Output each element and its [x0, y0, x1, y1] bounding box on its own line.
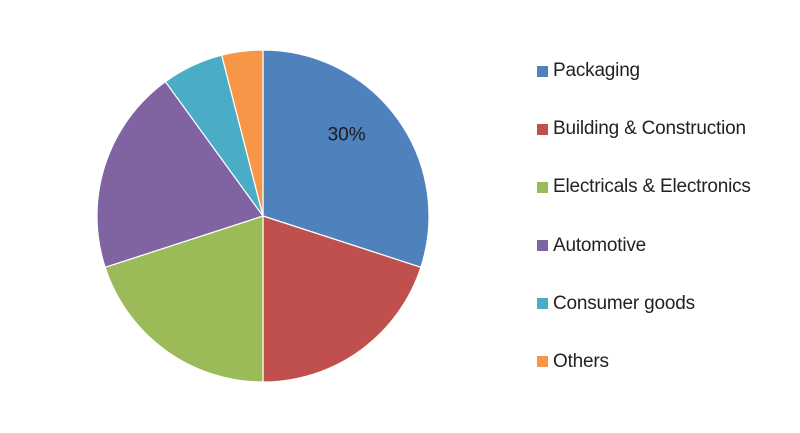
- data-label-0: 30%: [328, 124, 366, 145]
- legend-label-0: Packaging: [553, 60, 640, 81]
- legend-item-1: Building & Construction: [537, 116, 751, 142]
- chart-legend: Packaging Building & Construction Electr…: [537, 58, 751, 407]
- legend-item-3: Automotive: [537, 233, 751, 259]
- legend-label-3: Automotive: [553, 234, 647, 256]
- pie-slice-0: [262, 49, 430, 268]
- legend-swatch-0: [537, 65, 548, 77]
- legend-label-1: Building & Construction: [553, 118, 746, 140]
- legend-label-5: Others: [553, 350, 609, 372]
- legend-swatch-3: [537, 240, 548, 252]
- legend-swatch-2: [537, 181, 548, 193]
- legend-item-4: Consumer goods: [537, 291, 751, 317]
- legend-swatch-4: [537, 298, 548, 310]
- legend-swatch-5: [537, 356, 548, 368]
- pie-slice-2: [104, 215, 264, 383]
- pie-slice-3: [96, 81, 264, 268]
- legend-label-4: Consumer goods: [553, 292, 695, 314]
- pie-slice-5: [221, 49, 264, 217]
- legend-item-2: Electricals & Electronics: [537, 174, 751, 200]
- pie-slice-1: [262, 215, 422, 383]
- legend-item-5: Others: [537, 349, 751, 375]
- legend-label-2: Electricals & Electronics: [553, 176, 751, 198]
- legend-item-0: Packaging: [537, 58, 751, 84]
- legend-swatch-1: [537, 123, 548, 135]
